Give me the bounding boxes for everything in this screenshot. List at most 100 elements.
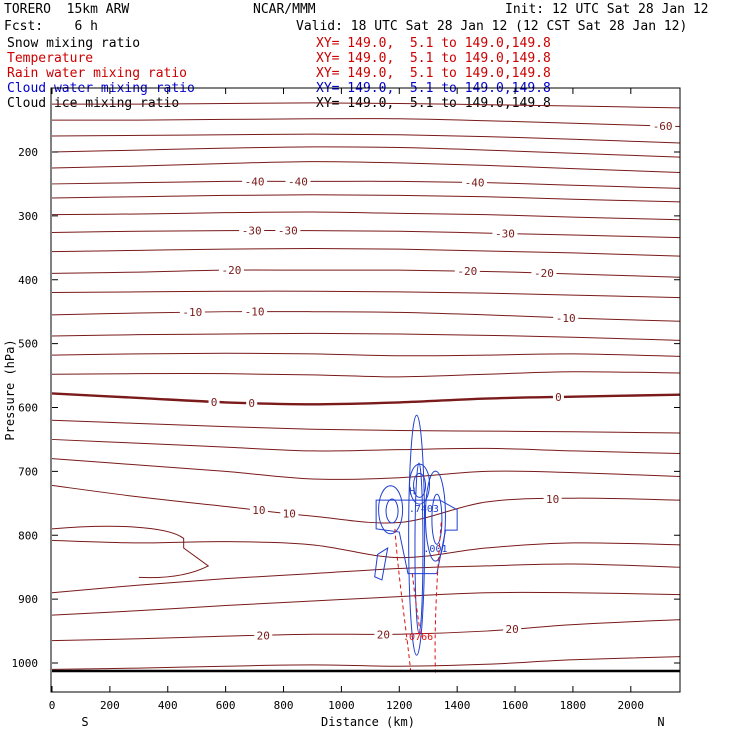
contour-label-bg (249, 504, 268, 517)
temperature-contour (51, 392, 681, 406)
contour-label-bg (492, 227, 518, 240)
x-tick-label-400: 400 (158, 699, 178, 712)
x-tick-label-1800: 1800 (560, 699, 587, 712)
y-tick-label-900: 900 (18, 593, 38, 606)
temperature-contour (51, 229, 681, 239)
cloud-water-contour (413, 472, 427, 498)
contour-label-bg (242, 175, 268, 188)
x-tick-label-1200: 1200 (386, 699, 413, 712)
contour-label: 0 (555, 391, 562, 404)
contour-label-bg (650, 119, 676, 132)
contour-label: -40 (245, 175, 265, 188)
temperature-contour (51, 484, 681, 524)
temperature-contour (51, 371, 681, 378)
contour-label-bg (208, 395, 220, 408)
rain-water-contour (411, 573, 422, 638)
contour-label-bg (179, 306, 205, 319)
cloud-water-contour (431, 493, 443, 545)
contour-label: -20 (221, 264, 241, 277)
legend-rain-xy: XY= 149.0, 5.1 to 149.0,149.8 (316, 66, 551, 81)
x-tick-label-200: 200 (100, 699, 120, 712)
x-tick-label-600: 600 (216, 699, 236, 712)
contour-label: -10 (245, 306, 265, 319)
temperature-contour (51, 102, 681, 109)
contour-label-bg (552, 390, 564, 403)
temperature-contour (51, 118, 681, 127)
plot-frame (50, 87, 681, 693)
y-tick-label-500: 500 (18, 338, 38, 351)
y-tick-label-600: 600 (18, 402, 38, 415)
contour-label: -40 (465, 176, 485, 189)
x-end-label-south: S (81, 715, 88, 729)
cloud-water-contour (414, 462, 424, 634)
temperature-contour (51, 146, 681, 158)
contour-label: 20 (377, 628, 390, 641)
temperature-contour (51, 438, 681, 454)
contour-label-bg (246, 396, 258, 409)
temperature-contour (51, 539, 681, 559)
x-axis-label: Distance (km) (321, 715, 415, 729)
contour-label-bg (553, 311, 579, 324)
y-tick-label-400: 400 (18, 274, 38, 287)
contour-label: 20 (506, 623, 519, 636)
temperature-contour (51, 247, 681, 257)
contour-label: -20 (534, 267, 554, 280)
temperature-contour (51, 161, 681, 173)
contour-label: -20 (457, 265, 477, 278)
forecast-hour: Fcst: 6 h (4, 19, 98, 34)
x-end-label-north: N (657, 715, 664, 729)
contour-label-bg (531, 267, 557, 280)
temperature-contour (51, 563, 681, 594)
contour-label-bg (543, 493, 562, 506)
cloud-water-contour (408, 414, 426, 656)
contour-label: -30 (495, 228, 515, 241)
y-axis-label: Pressure (hPa) (3, 339, 17, 440)
x-tick-label-2000: 2000 (618, 699, 645, 712)
temperature-contour (51, 419, 681, 434)
contour-label-bg (503, 623, 522, 636)
y-tick-label-700: 700 (18, 465, 38, 478)
legend-snow-name: Snow mixing ratio (7, 36, 141, 51)
temperature-contour (51, 619, 681, 642)
rain-water-contours: .0766 (394, 522, 442, 673)
cloud-water-outer (375, 499, 458, 575)
contour-label: 0 (248, 397, 255, 410)
contour-label-bg (242, 305, 268, 318)
contour-label-bg (454, 265, 480, 278)
temperature-contour (51, 656, 681, 670)
x-tick-label-1600: 1600 (502, 699, 529, 712)
contour-label: -40 (288, 175, 308, 188)
temperature-contour-wedge (51, 525, 210, 579)
legend-temperature-xy: XY= 149.0, 5.1 to 149.0,149.8 (316, 51, 551, 66)
cloud-water-contour (385, 498, 399, 524)
rain-water-contour (434, 522, 442, 673)
contour-label-bg (275, 224, 301, 237)
temperature-contour (51, 211, 681, 221)
contour-label-bg (374, 628, 393, 641)
legend-snow-xy: XY= 149.0, 5.1 to 149.0,149.8 (316, 36, 551, 51)
temperature-contour (51, 194, 681, 203)
cloud-water-contour (374, 546, 389, 581)
cloud-water-contour (424, 470, 446, 562)
contour-label-bg (218, 264, 244, 277)
contour-label-bg (462, 176, 488, 189)
contour-label-bg (239, 224, 265, 237)
cloud-water-label: .7403 (409, 504, 439, 515)
temperature-contour (51, 591, 681, 616)
contour-label: 10 (546, 493, 559, 506)
temperature-contour (51, 311, 681, 322)
contour-label: -10 (182, 306, 202, 319)
rain-water-contour (394, 528, 412, 673)
x-tick-label-0: 0 (49, 699, 56, 712)
contour-label: -10 (556, 312, 576, 325)
contour-label: 10 (252, 504, 265, 517)
legend-cloud-ice-name: Cloud ice mixing ratio (7, 96, 180, 111)
temperature-contour (51, 133, 681, 144)
contour-label-bg (254, 629, 273, 642)
contour-label: -60 (653, 120, 673, 133)
temperature-contour (51, 269, 681, 278)
contour-label: 10 (283, 508, 296, 521)
y-tick-label-1000: 1000 (12, 657, 39, 670)
contour-label: 0 (211, 396, 218, 409)
